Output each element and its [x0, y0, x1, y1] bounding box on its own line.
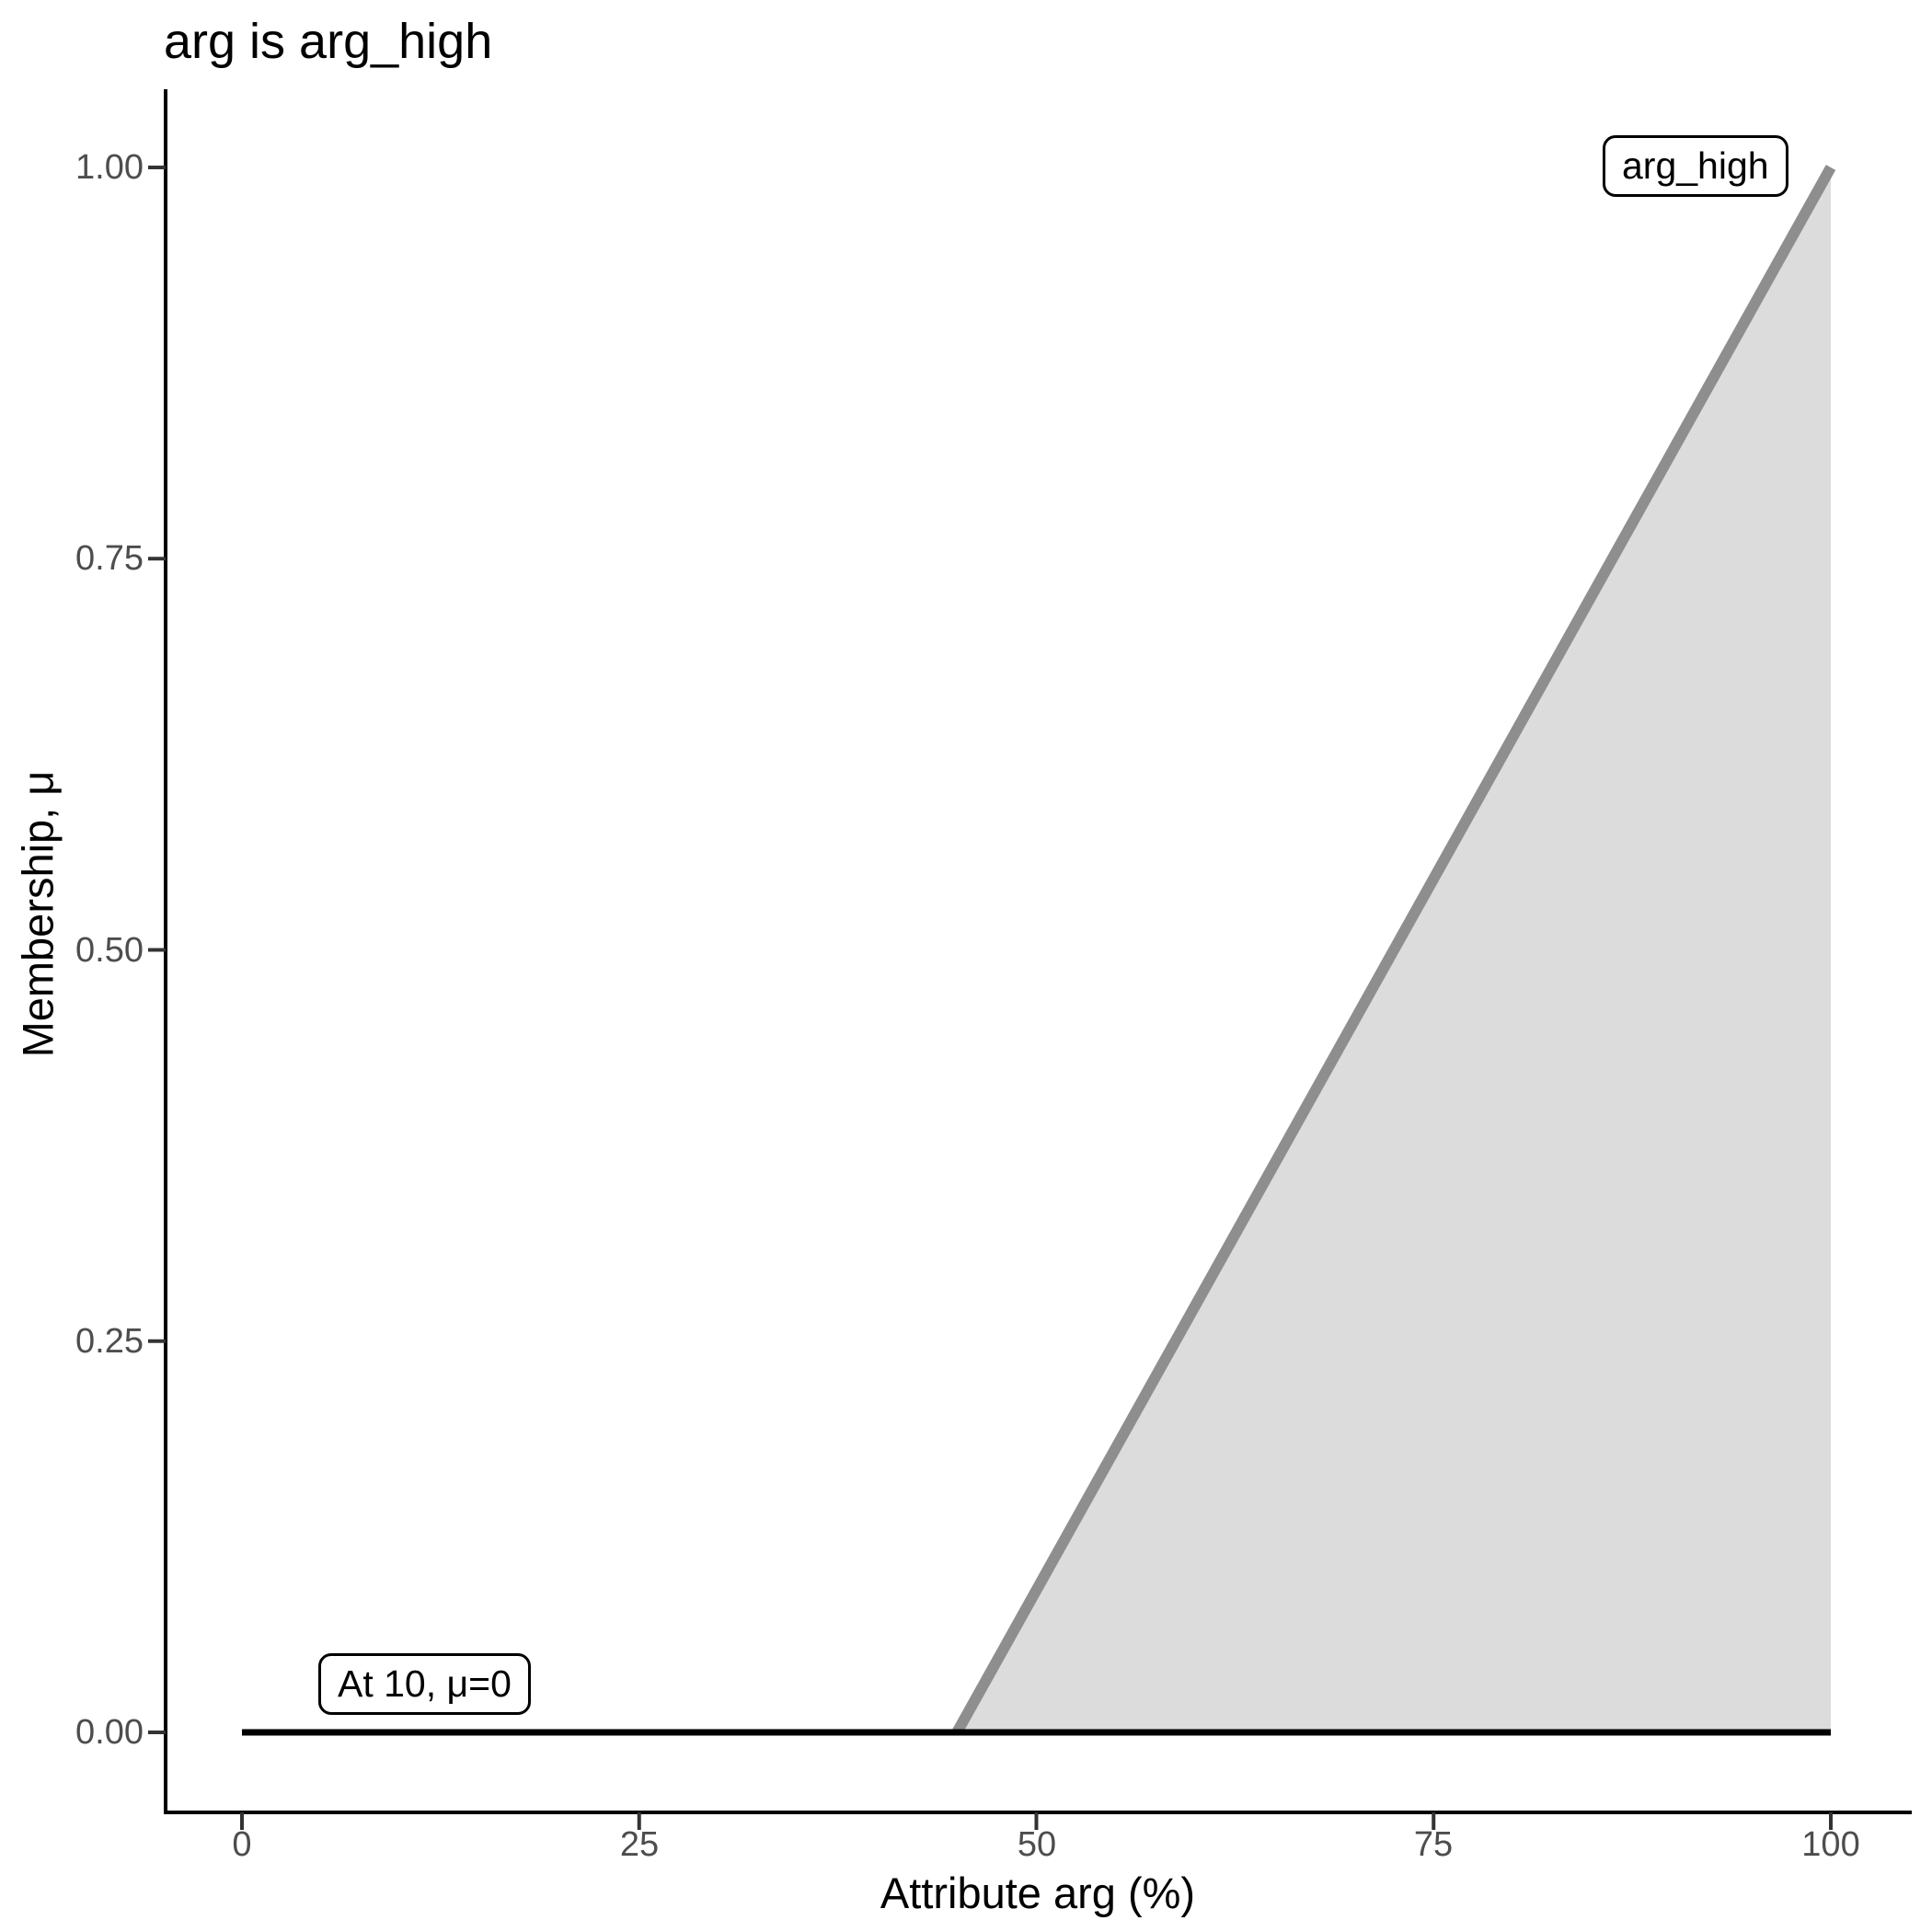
- line-arg_high_membership: [951, 165, 1836, 1735]
- x-axis-title: Attribute arg (%): [880, 1869, 1196, 1917]
- x-tick-label-75: 75: [1413, 1825, 1454, 1864]
- y-axis-title: Membership, μ: [13, 770, 63, 1058]
- y-tick-label-0.00: 0.00: [75, 1713, 144, 1752]
- x-tick-label-0: 0: [232, 1825, 252, 1864]
- x-tick-label-25: 25: [619, 1825, 660, 1864]
- chart-title: arg is arg_high: [164, 14, 493, 69]
- y-tick-label-0.75: 0.75: [75, 539, 144, 578]
- y-tick-label-1.00: 1.00: [75, 148, 144, 187]
- annotation-arg-high: arg_high: [1603, 135, 1788, 198]
- annotation-at-10-mu-0: At 10, μ=0: [318, 1653, 531, 1716]
- x-tick-label-50: 50: [1017, 1825, 1057, 1864]
- x-tick-label-100: 100: [1801, 1825, 1860, 1864]
- y-tick-label-0.25: 0.25: [75, 1322, 144, 1361]
- y-tick-label-0.50: 0.50: [75, 931, 144, 970]
